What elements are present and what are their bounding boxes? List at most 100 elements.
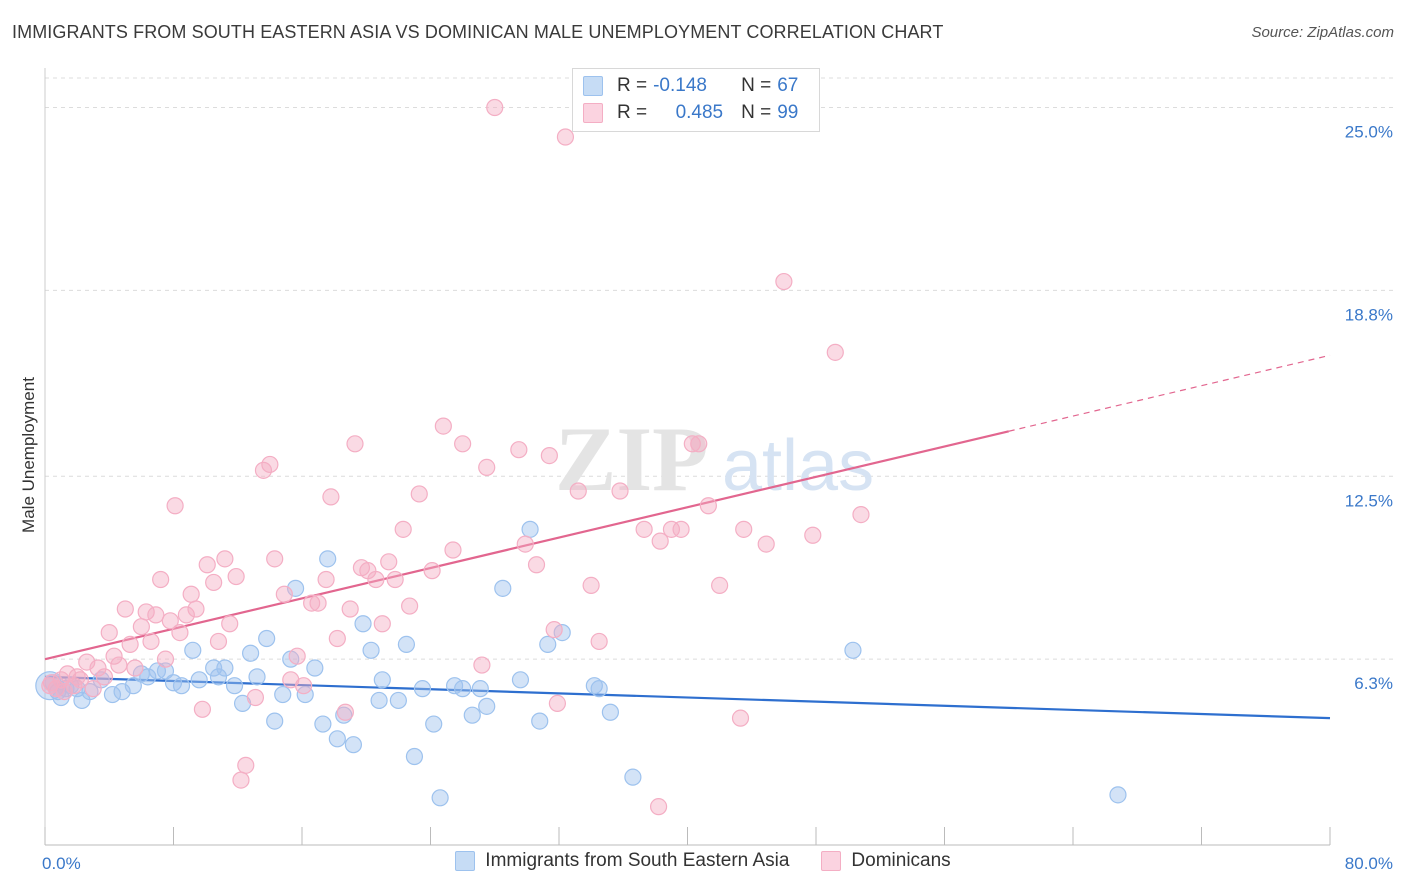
point-sea: [624, 768, 642, 786]
point-dominican: [309, 594, 327, 612]
point-sea: [431, 789, 449, 807]
point-dominican: [582, 576, 600, 595]
point-dominican: [690, 435, 708, 453]
point-dominican: [683, 435, 701, 453]
point-dominican: [156, 650, 175, 668]
point-dominican: [380, 553, 398, 571]
scatter-points: [35, 98, 1127, 816]
point-dominican: [216, 550, 234, 568]
point-sea: [354, 615, 372, 633]
point-sea: [328, 730, 346, 748]
point-dominican: [394, 520, 412, 538]
point-dominican: [152, 570, 170, 589]
tick-labels: 6.3% 12.5% 18.8% 25.0% 0.0% 80.0%: [42, 123, 1393, 874]
point-dominican: [187, 600, 205, 618]
y-tick-label: 6.3%: [1354, 674, 1393, 693]
point-dominican: [275, 585, 293, 603]
y-tick-label: 12.5%: [1345, 491, 1393, 510]
trend-line-dominican: [44, 430, 1010, 661]
point-sea: [585, 677, 603, 695]
point-sea: [590, 680, 608, 698]
x-tick-label: 80.0%: [1345, 854, 1393, 873]
point-sea: [425, 715, 443, 733]
point-sea: [511, 671, 530, 689]
point-sea: [601, 703, 620, 721]
point-dominican: [110, 656, 128, 674]
point-dominican: [137, 603, 155, 621]
point-dominican: [757, 535, 775, 553]
point-sea: [471, 680, 489, 698]
point-sea: [521, 520, 539, 538]
stats-r-value: 0.485: [675, 102, 724, 123]
point-dominican: [55, 682, 73, 701]
point-sea: [306, 659, 324, 677]
point-sea: [274, 685, 292, 704]
point-dominican: [126, 659, 144, 677]
point-dominican: [166, 497, 184, 515]
source-label: Source: ZipAtlas.com: [1251, 24, 1394, 41]
y-tick-label: 25.0%: [1345, 123, 1393, 142]
point-sea: [242, 644, 260, 662]
point-sea: [103, 685, 122, 704]
point-dominican: [95, 668, 114, 686]
legend-item-sea[interactable]: Immigrants from South Eastern Asia: [455, 850, 789, 872]
stats-r-value: -0.148: [653, 75, 707, 96]
point-dominican: [266, 550, 284, 568]
point-sea: [225, 677, 244, 695]
point-dominican: [367, 570, 385, 589]
point-sea: [397, 635, 416, 654]
point-sea: [248, 668, 266, 686]
point-dominican: [473, 656, 491, 674]
point-dominican: [590, 632, 608, 651]
point-sea: [478, 697, 496, 715]
stats-n-label: N =: [741, 75, 772, 96]
point-dominican: [775, 272, 793, 291]
stats-swatch-dominican: [583, 103, 603, 123]
point-dominican: [116, 600, 134, 618]
point-dominican: [254, 461, 273, 479]
point-sea: [139, 668, 157, 686]
point-dominican: [322, 488, 340, 506]
y-tick-label: 18.8%: [1345, 305, 1393, 324]
point-dominican: [193, 700, 212, 718]
point-sea: [172, 677, 191, 695]
point-dominican: [198, 556, 216, 574]
point-sea: [373, 671, 391, 689]
point-dominican: [611, 482, 629, 500]
point-dominican: [434, 417, 452, 435]
point-sea: [454, 680, 472, 698]
point-sea: [258, 629, 276, 648]
trend-lines: [44, 354, 1331, 720]
point-dominican: [569, 482, 587, 500]
point-dominican: [527, 556, 546, 574]
point-dominican: [540, 447, 558, 465]
stats-n-label: N =: [741, 102, 772, 123]
point-dominican: [341, 600, 359, 618]
point-dominican: [288, 647, 306, 665]
point-dominican: [410, 485, 428, 503]
point-dominican: [516, 535, 534, 553]
point-dominican: [65, 677, 83, 695]
point-dominican: [71, 671, 89, 689]
legend-item-dominican[interactable]: Dominicans: [821, 850, 951, 872]
point-sea: [1109, 786, 1127, 804]
stats-legend: R = -0.148 N = 67 R = 0.485 N = 99: [572, 68, 820, 132]
point-dominican: [295, 677, 313, 695]
point-dominican: [161, 612, 179, 630]
point-sea: [844, 641, 862, 659]
point-dominican: [510, 441, 528, 459]
point-dominican: [68, 668, 86, 686]
point-dominican: [121, 635, 139, 654]
trend-line-extension: [1008, 354, 1331, 432]
chart-title: IMMIGRANTS FROM SOUTH EASTERN ASIA VS DO…: [12, 22, 944, 42]
point-dominican: [261, 455, 279, 474]
point-dominican: [237, 756, 255, 774]
point-dominican: [84, 680, 102, 698]
point-dominican: [672, 520, 690, 538]
point-dominican: [100, 623, 118, 642]
point-dominican: [735, 520, 753, 538]
y-axis-label: Male Unemployment: [19, 377, 38, 533]
point-sea: [190, 671, 208, 689]
point-dominican: [177, 606, 195, 624]
point-dominican: [826, 343, 844, 361]
